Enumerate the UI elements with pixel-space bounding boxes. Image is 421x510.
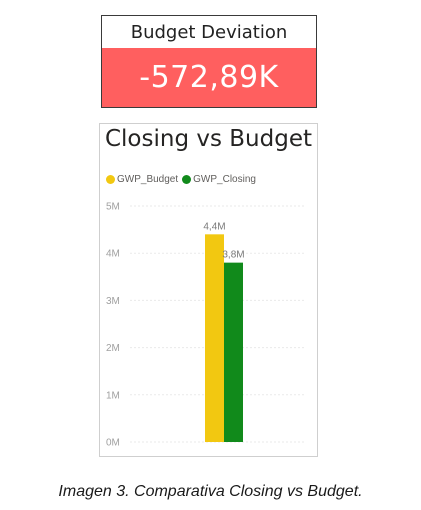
budget-deviation-card[interactable]: Budget Deviation -572,89K [101,15,317,108]
legend-swatch-budget [106,175,115,184]
chart-legend: GWP_Budget GWP_Closing [106,174,260,185]
y-tick-label: 5M [106,202,120,213]
bar-gwp-budget[interactable] [205,234,224,442]
y-tick-label: 3M [106,296,120,307]
data-label: 4,4M [203,221,225,232]
closing-vs-budget-chart[interactable]: Closing vs Budget GWP_Budget GWP_Closing… [99,123,318,457]
data-label: 3,8M [222,250,244,261]
chart-plot-area: 0M 1M 2M 3M 4M 5M 4,4M 3,8M [106,202,305,449]
y-tick-label: 4M [106,249,120,260]
kpi-value: -572,89K [102,48,316,107]
bar-gwp-closing[interactable] [224,262,243,442]
y-tick-label: 0M [106,438,120,449]
figure-caption: Imagen 3. Comparativa Closing vs Budget. [58,483,363,500]
legend-label-closing: GWP_Closing [193,174,256,185]
legend-item-budget[interactable]: GWP_Budget [106,174,178,185]
legend-label-budget: GWP_Budget [117,174,179,185]
legend-swatch-closing [182,175,192,184]
legend-item-closing[interactable]: GWP_Closing [182,174,256,185]
kpi-title: Budget Deviation [130,22,288,43]
y-tick-label: 2M [106,343,120,354]
y-tick-label: 1M [106,390,120,401]
chart-title: Closing vs Budget [104,126,312,152]
